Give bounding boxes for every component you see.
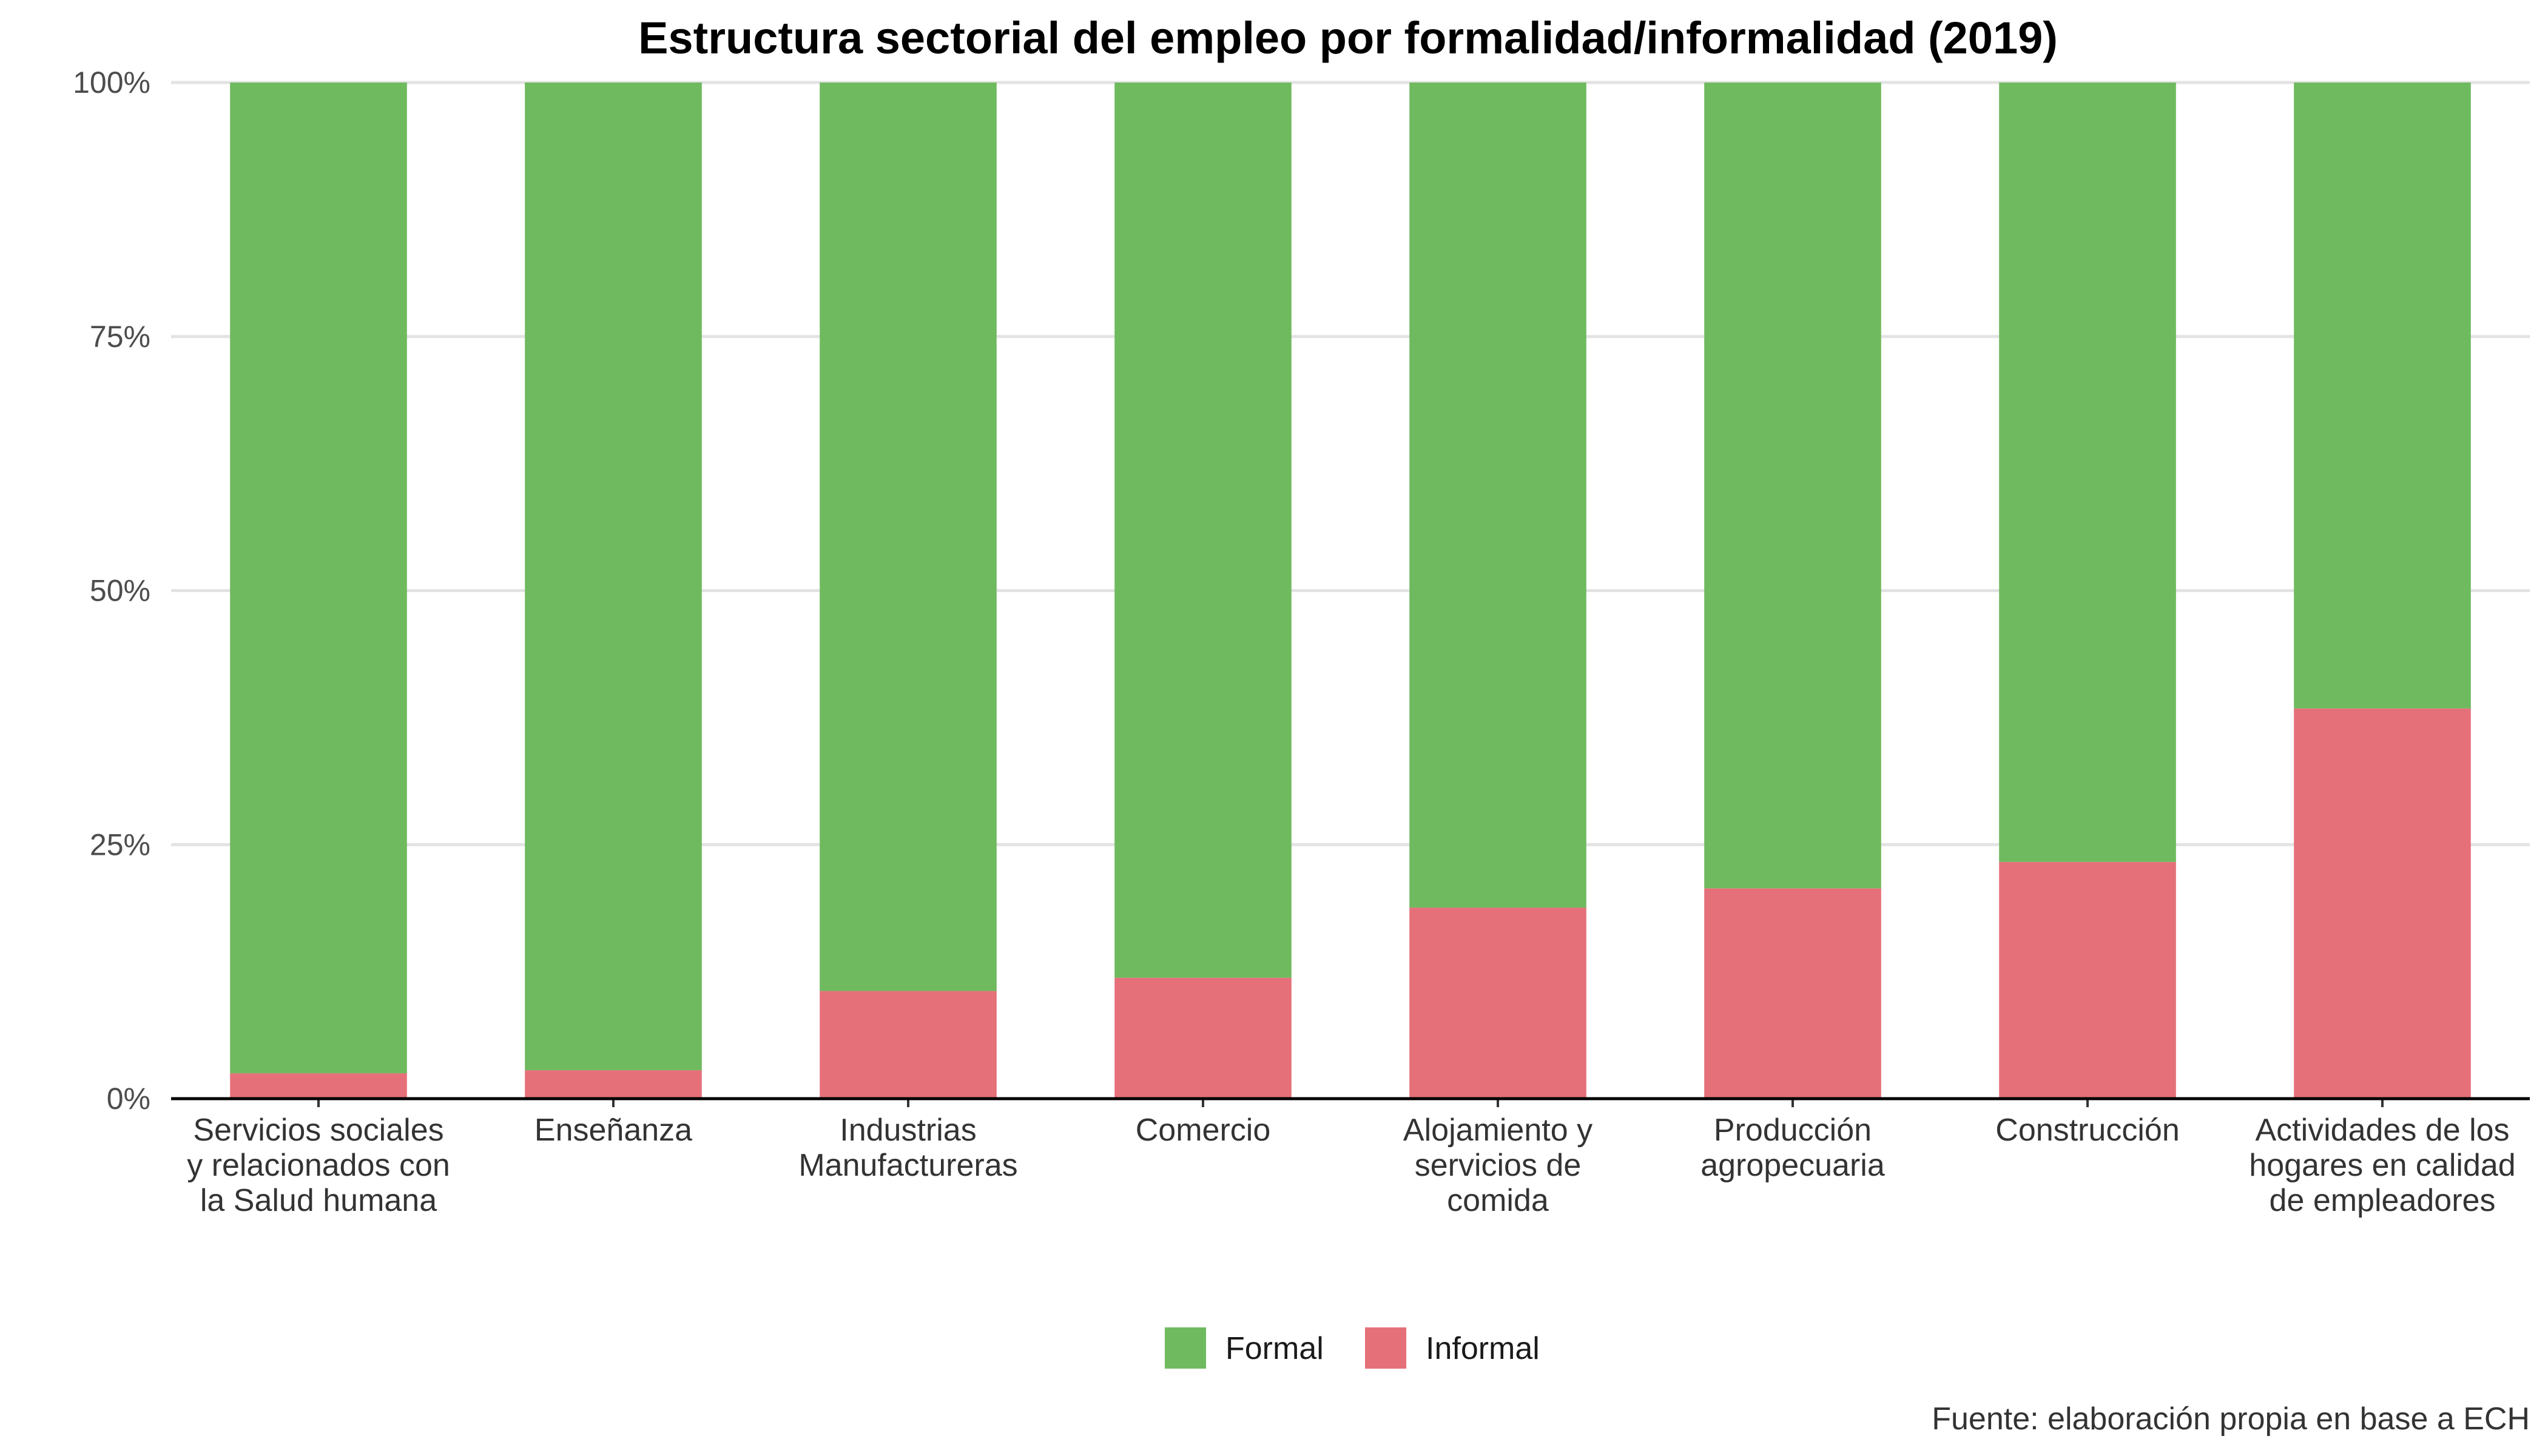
chart-title: Estructura sectorial del empleo por form… [638,13,2058,63]
axes: 0% 25% 50% 75% 100% [73,66,2530,1116]
legend-label-informal: Informal [1426,1331,1540,1366]
bar-formal [1114,83,1292,978]
legend-label-formal: Formal [1225,1331,1324,1366]
x-tick-label: Comercio [1136,1113,1271,1148]
bar-formal [525,83,702,1071]
x-tick-label: Construcción [1995,1113,2179,1148]
x-tick-label: Servicios sociales y relacionados con la S… [187,1113,450,1218]
y-tick-label: 25% [90,827,150,861]
source-caption: Fuente: elaboración propia en base a ECH [1932,1401,2530,1437]
bars [230,83,2471,1099]
bar-informal [1704,888,1881,1099]
legend: Formal Informal [1165,1327,1540,1369]
bar-informal [230,1073,407,1099]
bar-formal [2294,83,2471,709]
bar-informal [525,1070,702,1099]
bar-formal [1409,83,1586,908]
bar-informal [1114,977,1292,1099]
y-tick-label: 0% [107,1082,150,1116]
bar-informal [1999,861,2176,1099]
bar-informal [820,991,997,1099]
x-tick-label: Producción agropecuaria [1700,1113,1885,1183]
x-tick-label: Industrias Manufactureras [798,1113,1017,1183]
x-tick-label: Actividades de los hogares en calidad de e… [2249,1113,2515,1218]
y-tick-label: 50% [90,574,150,608]
bar-informal [2294,708,2471,1099]
bar-formal [820,83,997,991]
x-axis-labels: Servicios sociales y relacionados con la S… [187,1113,2516,1218]
legend-swatch-informal [1365,1327,1406,1369]
bar-formal [1999,83,2176,862]
bar-formal [1704,83,1881,889]
legend-swatch-formal [1165,1327,1206,1369]
x-tick-label: Alojamiento y servicios de comida [1403,1113,1592,1218]
bar-informal [1409,908,1586,1099]
x-tick-label: Enseñanza [534,1113,692,1148]
y-tick-label: 75% [90,320,150,354]
y-tick-label: 100% [73,66,150,99]
bar-formal [230,83,407,1074]
